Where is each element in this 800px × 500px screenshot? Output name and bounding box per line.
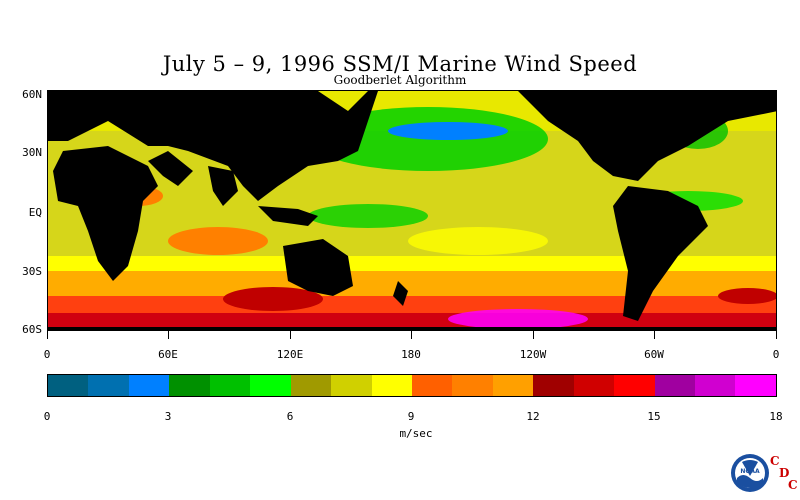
north-america-landmass	[518, 91, 776, 181]
lon-label-0-end: 0	[772, 348, 780, 361]
indonesia-landmass	[258, 206, 318, 226]
colorbar-swatch-5	[250, 375, 291, 396]
new-zealand-landmass	[393, 281, 408, 306]
cdc-letter-d: D	[779, 466, 790, 480]
colorbar-tick-3: 3	[164, 410, 172, 423]
colorbar-swatch-0	[48, 375, 89, 396]
west-pacific-calm	[308, 204, 428, 228]
south-america-landmass	[613, 186, 708, 321]
colorbar-swatch-16	[695, 375, 736, 396]
colorbar-tick-6: 6	[286, 410, 294, 423]
colorbar-swatch-10	[452, 375, 493, 396]
australia-landmass	[283, 239, 353, 296]
lon-tick-120w	[533, 331, 534, 339]
colorbar-swatch-15	[654, 375, 695, 396]
colorbar-tick-12: 12	[526, 410, 540, 423]
colorbar-swatch-7	[331, 375, 372, 396]
south-indian-storm	[223, 287, 323, 311]
africa-landmass	[53, 146, 158, 281]
arabia-landmass	[148, 151, 193, 186]
south-pacific-trades	[408, 227, 548, 255]
lon-tick-0	[47, 331, 48, 339]
lat-label-60n: 60N	[22, 88, 42, 101]
colorbar-swatch-1	[88, 375, 129, 396]
colorbar-swatch-6	[290, 375, 332, 396]
colorbar-swatch-9	[411, 375, 453, 396]
lon-tick-120e	[290, 331, 291, 339]
north-pacific-calm	[388, 122, 508, 140]
lat-label-eq: EQ	[28, 206, 42, 219]
colorbar-tick-0: 0	[43, 410, 51, 423]
lon-tick-0-end	[776, 331, 777, 339]
wind-speed-map	[47, 90, 777, 331]
colorbar-swatch-17	[735, 375, 776, 396]
eurasia-landmass	[48, 91, 378, 201]
lon-tick-180	[411, 331, 412, 339]
colorbar-swatch-4	[209, 375, 251, 396]
noaa-logo: NOAA	[730, 450, 770, 500]
colorbar-swatch-8	[371, 375, 412, 396]
colorbar-swatch-12	[533, 375, 574, 396]
lon-label-120w: 120W	[519, 348, 547, 361]
colorbar-swatch-3	[169, 375, 210, 396]
antarctica-edge	[48, 327, 776, 330]
colorbar-tick-15: 15	[647, 410, 661, 423]
colorbar-swatch-13	[573, 375, 615, 396]
south-atlantic-storm	[718, 288, 776, 304]
lat-label-30n: 30N	[22, 146, 42, 159]
south-pacific-max-wind	[448, 309, 588, 329]
lon-tick-60e	[168, 331, 169, 339]
indian-ocean-trades	[168, 227, 268, 255]
wind-speed-colorbar	[47, 374, 777, 397]
map-svg	[48, 91, 776, 330]
lon-tick-60w	[654, 331, 655, 339]
lon-label-60e: 60E	[158, 348, 178, 361]
figure-subtitle: Goodberlet Algorithm	[333, 73, 467, 87]
lon-label-180: 180	[401, 348, 421, 361]
cdc-letter-c2: C	[788, 478, 798, 492]
lon-label-60w: 60W	[644, 348, 664, 361]
colorbar-tick-9: 9	[407, 410, 415, 423]
band-southern-red	[48, 313, 776, 330]
lat-label-60s: 60S	[22, 323, 42, 336]
india-landmass	[208, 166, 238, 206]
colorbar-swatch-2	[128, 375, 170, 396]
colorbar-units: m/sec	[399, 427, 433, 440]
lat-label-30s: 30S	[22, 265, 42, 278]
noaa-seal-icon: NOAA	[731, 454, 769, 492]
lon-label-120e: 120E	[276, 348, 304, 361]
colorbar-swatch-14	[614, 375, 655, 396]
colorbar-tick-18: 18	[769, 410, 783, 423]
figure-title: July 5 – 9, 1996 SSM/I Marine Wind Speed	[162, 52, 638, 76]
lon-label-0: 0	[43, 348, 51, 361]
svg-text:NOAA: NOAA	[740, 468, 760, 475]
colorbar-swatch-11	[492, 375, 534, 396]
cdc-letter-c1: C	[770, 454, 780, 468]
